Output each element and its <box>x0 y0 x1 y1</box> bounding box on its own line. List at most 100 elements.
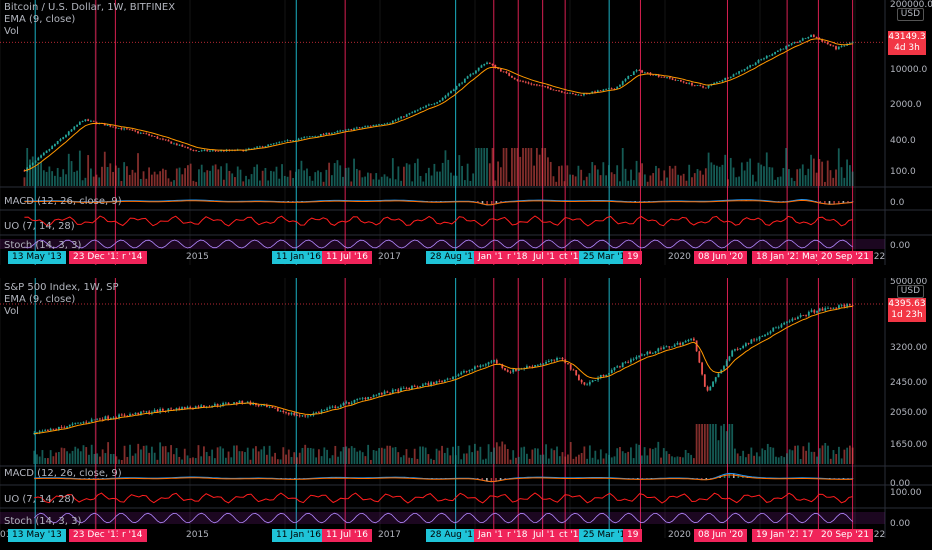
candle-body <box>267 144 270 147</box>
spx-countdown: 1d 23h <box>891 310 923 320</box>
volume-bar <box>167 178 170 186</box>
btc-chart: 200000.0 10000.0 2000.0 400.0 100.0 0.0 0.00 <box>0 0 932 265</box>
volume-bar <box>569 174 571 186</box>
candle-body <box>137 412 140 415</box>
candle-body <box>301 415 304 417</box>
candle-body <box>117 127 120 129</box>
volume-bar <box>372 179 375 186</box>
candle-body <box>676 343 679 345</box>
volume-bar <box>263 446 266 464</box>
macd-histogram-bar <box>847 478 849 479</box>
candle-body <box>818 308 821 311</box>
candle-body <box>801 38 804 41</box>
candle-body <box>769 331 772 334</box>
volume-bar <box>512 450 515 464</box>
volume-bar <box>520 447 523 464</box>
candle-body <box>501 364 504 369</box>
volume-bar <box>270 170 272 186</box>
candle-body <box>38 431 41 433</box>
candle-body <box>241 400 244 404</box>
volume-bar <box>788 169 790 186</box>
volume-bar <box>304 444 307 464</box>
volume-bar <box>140 449 142 464</box>
candle-body <box>297 138 300 141</box>
volume-bar <box>386 445 389 464</box>
candle-body <box>405 114 408 117</box>
volume-bar <box>257 451 260 464</box>
volume-bar <box>484 458 487 464</box>
volume-bar <box>632 458 635 464</box>
volume-bar <box>707 152 710 186</box>
candle-body <box>624 78 627 82</box>
volume-bar <box>588 445 591 464</box>
volume-bar <box>161 446 164 464</box>
volume-bar <box>435 448 438 464</box>
volume-bar <box>45 171 48 186</box>
volume-bar <box>200 164 203 186</box>
candle-body <box>519 80 522 82</box>
volume-bar <box>79 451 82 464</box>
candle-body <box>290 412 293 415</box>
volume-bar <box>118 459 120 464</box>
volume-bar <box>31 156 34 186</box>
volume-bar <box>421 446 424 464</box>
volume-bar <box>838 446 840 464</box>
btc-currency-badge[interactable]: USD <box>896 8 924 21</box>
date-marker-tag: 25 Mar '19 <box>579 251 636 264</box>
candle-body <box>613 367 616 371</box>
candle-body <box>506 370 509 372</box>
candle-body <box>802 315 805 316</box>
candle-body <box>780 324 783 328</box>
spx-currency-badge[interactable]: USD <box>896 285 924 298</box>
candle-body <box>246 401 249 404</box>
candle-body <box>668 77 671 79</box>
candle-body <box>465 371 468 372</box>
stoch-line <box>24 239 853 249</box>
candle-body <box>87 119 90 122</box>
volume-bar <box>317 449 320 464</box>
volume-bar <box>718 166 721 186</box>
volume-bar <box>430 175 433 186</box>
candle-body <box>482 365 485 367</box>
candle-body <box>718 81 721 83</box>
candle-body <box>547 360 550 363</box>
candle-body <box>247 148 250 150</box>
volume-bar <box>73 171 76 186</box>
candle-body <box>356 398 359 400</box>
candle-body <box>846 304 849 307</box>
btc-time-axis[interactable]: 2015 2017 2020 022 13 May '13 23 Dec '13 r '14… <box>0 251 932 265</box>
candle-body <box>586 384 589 386</box>
candle-body <box>175 143 178 146</box>
volume-bar <box>350 181 353 186</box>
volume-bar <box>804 175 807 186</box>
volume-bar <box>361 177 364 186</box>
volume-bar <box>109 163 112 186</box>
candle-body <box>502 71 505 73</box>
candle-body <box>640 354 643 356</box>
candle-body <box>749 65 752 68</box>
candle-body <box>189 406 192 409</box>
volume-bar <box>189 163 192 186</box>
volume-bar <box>92 176 95 186</box>
volume-bar <box>654 447 657 464</box>
volume-bar <box>328 458 331 464</box>
volume-bar <box>743 170 746 186</box>
price-axis-label: 2050.00 <box>890 408 927 418</box>
volume-bar <box>561 452 564 464</box>
volume-bar <box>66 451 68 464</box>
volume-bar <box>740 162 743 186</box>
candle-body <box>824 41 826 43</box>
candle-body <box>261 146 264 148</box>
volume-bar <box>660 180 663 186</box>
volume-bar <box>33 450 36 464</box>
volume-bar <box>433 163 436 186</box>
volume-bar <box>383 448 386 464</box>
volume-bar <box>283 175 286 186</box>
date-marker-tag: 11 Jan '16 <box>272 251 325 264</box>
volume-bar <box>250 174 253 186</box>
candle-body <box>386 123 389 125</box>
candle-body <box>577 94 580 96</box>
candle-body <box>55 428 58 430</box>
volume-bar <box>502 148 505 186</box>
